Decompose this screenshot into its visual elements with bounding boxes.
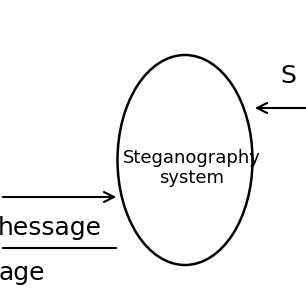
Text: age: age xyxy=(0,261,44,285)
Text: Steganography
system: Steganography system xyxy=(123,149,261,187)
Text: hessage: hessage xyxy=(0,216,102,240)
Text: S: S xyxy=(280,64,296,88)
Ellipse shape xyxy=(118,55,252,265)
